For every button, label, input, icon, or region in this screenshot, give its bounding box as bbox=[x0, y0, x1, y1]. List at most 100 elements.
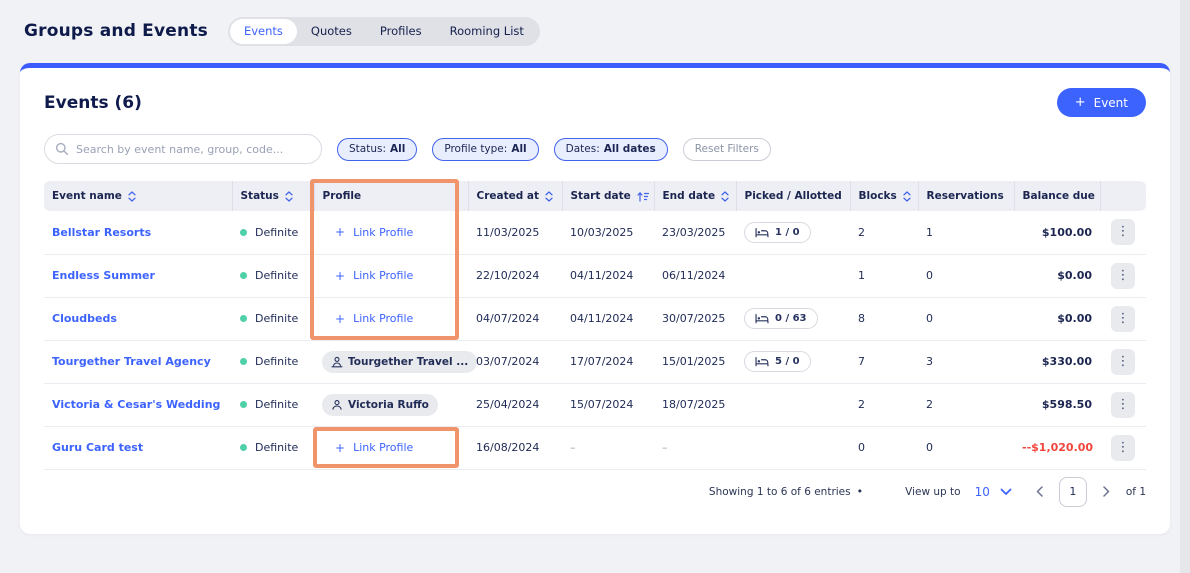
balance-due-cell: $0.00 bbox=[1014, 254, 1100, 298]
sort-icon[interactable] bbox=[903, 190, 911, 202]
balance-due-cell: $330.00 bbox=[1014, 340, 1100, 384]
profile-chip[interactable]: Victoria Ruffo bbox=[322, 393, 438, 416]
blocks-cell: 2 bbox=[850, 211, 918, 255]
link-profile-button[interactable]: + Link Profile bbox=[322, 312, 413, 326]
end-date-cell: 15/01/2025 bbox=[654, 340, 736, 384]
picked-allotted-pill: 1 / 0 bbox=[744, 221, 811, 243]
event-name-link[interactable]: Tourgether Travel Agency bbox=[52, 355, 211, 368]
col-picked-allotted: Picked / Allotted bbox=[735, 181, 850, 211]
event-name-link[interactable]: Endless Summer bbox=[52, 269, 155, 282]
view-up-to-label: View up to bbox=[905, 485, 961, 498]
created-at-cell: 22/10/2024 bbox=[468, 254, 562, 298]
bed-icon bbox=[755, 314, 769, 324]
col-status[interactable]: Status bbox=[231, 181, 314, 211]
col-end-date[interactable]: End date bbox=[653, 181, 736, 211]
pagination-bar: Showing 1 to 6 of 6 entries • View up to… bbox=[44, 470, 1146, 514]
tab-quotes[interactable]: Quotes bbox=[297, 19, 366, 44]
sort-icon[interactable] bbox=[285, 190, 293, 202]
created-at-cell: 04/07/2024 bbox=[468, 297, 562, 341]
row-actions-kebab-button[interactable]: ⋮ bbox=[1111, 434, 1135, 461]
event-name-link[interactable]: Cloudbeds bbox=[52, 312, 117, 325]
person-icon bbox=[332, 399, 342, 410]
plus-icon: + bbox=[335, 268, 346, 283]
row-actions-kebab-button[interactable]: ⋮ bbox=[1111, 262, 1135, 289]
col-start-date[interactable]: Start date bbox=[561, 181, 654, 211]
created-at-cell: 03/07/2024 bbox=[468, 340, 562, 384]
plus-icon: + bbox=[335, 225, 346, 240]
actions-cell: ⋮ bbox=[1100, 254, 1146, 298]
add-event-button[interactable]: + Event bbox=[1056, 88, 1146, 117]
picked-allotted-pill: 5 / 0 bbox=[744, 351, 811, 372]
tab-events[interactable]: Events bbox=[229, 18, 297, 44]
row-actions-kebab-button[interactable]: ⋮ bbox=[1111, 305, 1135, 332]
tab-group: Events Quotes Profiles Rooming List bbox=[227, 16, 540, 46]
filter-profile-type-value: All bbox=[511, 143, 527, 155]
status-cell: Definite bbox=[232, 297, 314, 341]
sort-icon[interactable] bbox=[128, 190, 136, 202]
table-row: Cloudbeds Definite + Link Profile 04/07/2… bbox=[44, 297, 1146, 341]
sort-icon[interactable] bbox=[721, 190, 729, 202]
tab-profiles[interactable]: Profiles bbox=[366, 19, 436, 44]
tab-rooming-list[interactable]: Rooming List bbox=[436, 19, 538, 44]
sort-ascending-icon[interactable] bbox=[637, 191, 649, 202]
filter-dates[interactable]: Dates: All dates bbox=[553, 137, 668, 161]
link-profile-button[interactable]: + Link Profile bbox=[322, 225, 413, 239]
table-row: Tourgether Travel Agency Definite Tourge… bbox=[44, 340, 1146, 384]
profile-cell: + Link Profile bbox=[314, 426, 468, 470]
col-blocks[interactable]: Blocks bbox=[849, 181, 918, 211]
panel-heading: Events (6) bbox=[44, 92, 142, 113]
event-name-cell: Guru Card test bbox=[44, 426, 232, 470]
previous-page-button[interactable] bbox=[1030, 486, 1049, 497]
blocks-cell: 8 bbox=[850, 297, 918, 341]
created-at-cell: 16/08/2024 bbox=[468, 426, 562, 470]
bed-icon bbox=[755, 227, 769, 237]
filter-profile-type[interactable]: Profile type: All bbox=[432, 137, 539, 161]
reservations-cell: 0 bbox=[918, 297, 1014, 341]
col-event-name[interactable]: Event name bbox=[44, 181, 232, 211]
event-name-link[interactable]: Bellstar Resorts bbox=[52, 225, 152, 239]
event-name-link[interactable]: Guru Card test bbox=[52, 441, 144, 454]
sort-icon[interactable] bbox=[545, 190, 553, 202]
status-label: Definite bbox=[255, 398, 299, 411]
actions-cell: ⋮ bbox=[1100, 426, 1146, 470]
top-bar: Groups and Events Events Quotes Profiles… bbox=[0, 0, 1190, 46]
table-header-row: Event name Status Profile Created at Sta… bbox=[44, 181, 1146, 211]
profile-chip-label: Victoria Ruffo bbox=[348, 398, 429, 411]
scrollbar[interactable] bbox=[1180, 0, 1190, 573]
page-title: Groups and Events bbox=[24, 21, 208, 41]
reset-filters-button[interactable]: Reset Filters bbox=[682, 137, 771, 161]
filter-status-label: Status: bbox=[349, 143, 386, 155]
filter-status[interactable]: Status: All bbox=[337, 137, 418, 161]
row-actions-kebab-button[interactable]: ⋮ bbox=[1111, 391, 1135, 418]
event-name-cell: Tourgether Travel Agency bbox=[44, 340, 232, 384]
col-created-at[interactable]: Created at bbox=[467, 181, 562, 211]
row-actions-kebab-button[interactable]: ⋮ bbox=[1111, 348, 1135, 375]
profile-chip[interactable]: Tourgether Travel ... bbox=[322, 350, 478, 373]
events-table: Event name Status Profile Created at Sta… bbox=[44, 179, 1146, 470]
plus-icon: + bbox=[1074, 95, 1086, 110]
table-row: Endless Summer Definite + Link Profile 22… bbox=[44, 254, 1146, 298]
link-profile-label: Link Profile bbox=[353, 312, 414, 325]
row-actions-kebab-button[interactable]: ⋮ bbox=[1111, 219, 1135, 246]
event-name-cell: Victoria & Cesar's Wedding bbox=[44, 383, 232, 427]
picked-allotted-cell bbox=[736, 383, 850, 427]
profile-cell: Tourgether Travel ... bbox=[314, 340, 478, 384]
filter-dates-label: Dates: bbox=[565, 143, 600, 155]
event-name-link[interactable]: Victoria & Cesar's Wedding bbox=[52, 398, 221, 411]
profile-cell: + Link Profile bbox=[314, 211, 468, 255]
profile-cell: Victoria Ruffo bbox=[314, 383, 468, 427]
reservations-cell: 2 bbox=[918, 383, 1014, 427]
table-row: Guru Card test Definite + Link Profile 16… bbox=[44, 426, 1146, 470]
profile-cell: + Link Profile bbox=[314, 254, 468, 298]
link-profile-button[interactable]: + Link Profile bbox=[322, 269, 413, 283]
end-date-cell: 23/03/2025 bbox=[654, 211, 736, 255]
picked-allotted-pill: 0 / 63 bbox=[744, 308, 818, 329]
page-size-select[interactable]: 10 bbox=[975, 485, 1012, 499]
search-input[interactable] bbox=[44, 134, 322, 164]
page-number-input[interactable] bbox=[1058, 476, 1087, 507]
event-name-cell: Cloudbeds bbox=[44, 297, 232, 341]
status-dot-icon bbox=[240, 272, 247, 279]
next-page-button[interactable] bbox=[1097, 486, 1116, 497]
link-profile-button[interactable]: + Link Profile bbox=[322, 441, 413, 455]
status-cell: Definite bbox=[232, 211, 314, 255]
